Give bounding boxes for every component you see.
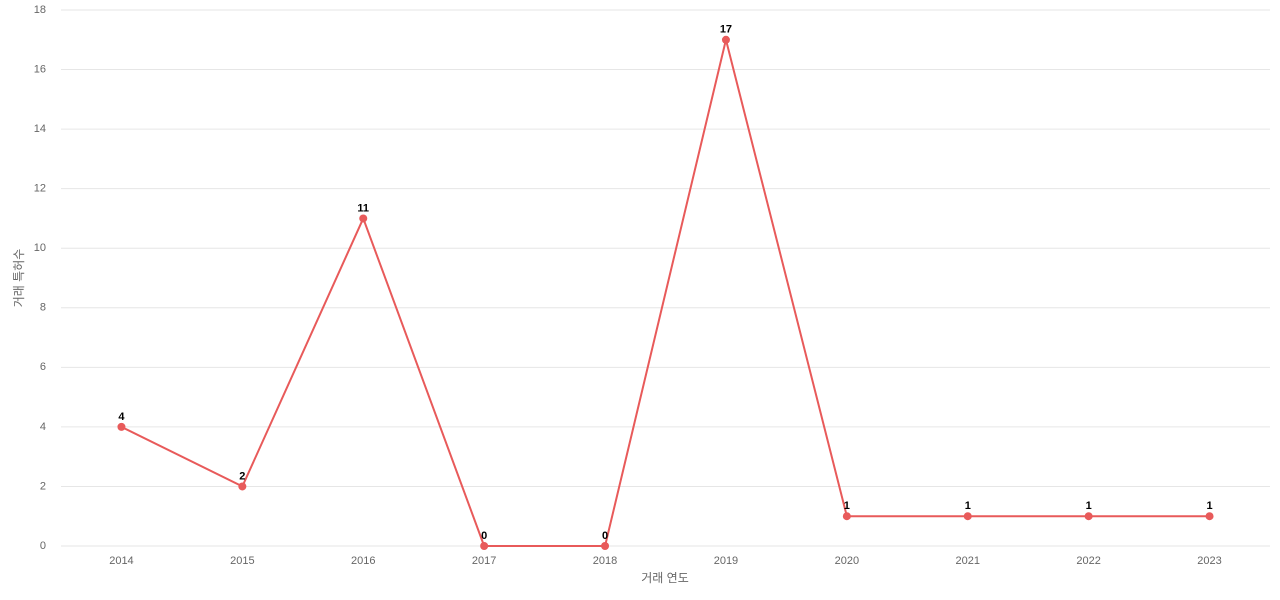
y-axis-title: 거래 특허수 [12, 249, 26, 308]
x-tick-label: 2018 [593, 555, 617, 567]
y-tick-label: 6 [40, 361, 46, 373]
x-tick-label: 2014 [109, 555, 133, 567]
point [359, 214, 368, 223]
y-tick-label: 8 [40, 302, 46, 314]
x-tick-label: 2015 [230, 555, 254, 567]
point [1205, 512, 1214, 521]
value-label: 1 [1206, 500, 1212, 512]
value-label: 4 [118, 411, 125, 423]
y-tick-label: 14 [34, 123, 46, 135]
y-tick-label: 12 [34, 183, 46, 195]
x-tick-label: 2017 [472, 555, 496, 567]
point [601, 542, 610, 550]
point [1084, 512, 1093, 521]
y-tick-label: 16 [34, 63, 46, 75]
point [842, 512, 851, 521]
point [480, 542, 489, 550]
y-tick-label: 2 [40, 480, 46, 492]
x-tick-label: 2021 [956, 555, 980, 567]
x-tick-label: 2020 [835, 555, 859, 567]
point [963, 512, 972, 521]
value-label: 11 [357, 202, 369, 214]
value-label: 2 [239, 470, 245, 482]
x-tick-label: 2019 [714, 555, 738, 567]
point [721, 35, 730, 44]
point [117, 422, 126, 431]
x-axis-title: 거래 연도 [641, 571, 689, 585]
x-tick-label: 2023 [1197, 555, 1221, 567]
value-label: 0 [602, 530, 608, 542]
y-tick-label: 4 [40, 421, 46, 433]
y-tick-label: 18 [34, 4, 46, 16]
value-label: 1 [965, 500, 971, 512]
value-label: 17 [720, 24, 732, 36]
value-label: 0 [481, 530, 487, 542]
y-tick-label: 0 [40, 540, 46, 552]
y-tick-label: 10 [34, 242, 46, 254]
x-tick-label: 2022 [1076, 555, 1100, 567]
line [121, 39, 1210, 547]
value-label: 1 [844, 500, 850, 512]
x-tick-label: 2016 [351, 555, 375, 567]
point [238, 482, 247, 491]
value-label: 1 [1086, 500, 1092, 512]
